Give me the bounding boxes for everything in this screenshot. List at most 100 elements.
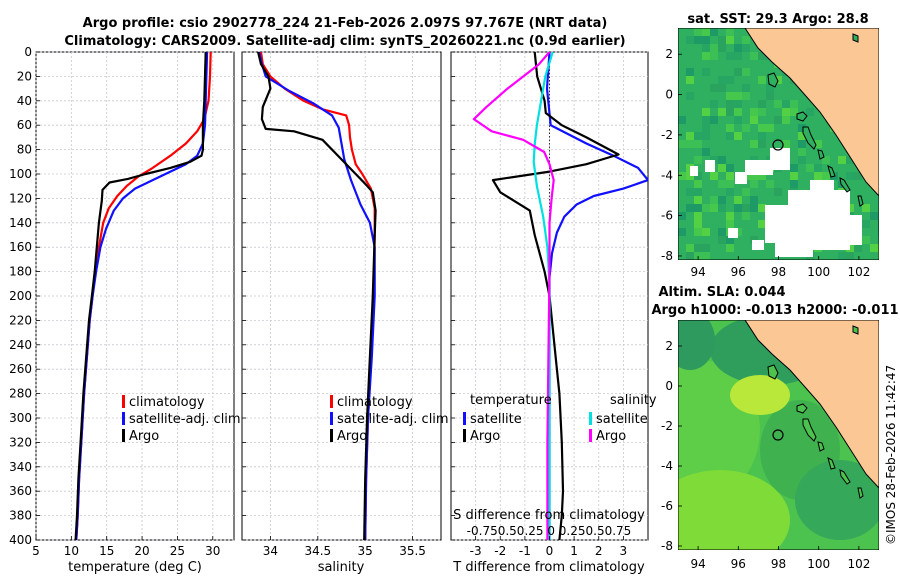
- xtick-label: 10: [64, 544, 79, 558]
- legend-label-sal-satellite: satellite: [596, 412, 648, 427]
- xtick-label: 34: [263, 544, 278, 558]
- ytick-label: 180: [9, 265, 32, 279]
- map-xtick-label: 98: [771, 265, 786, 279]
- figure-title-line2: Climatology: CARS2009. Satellite-adj cli…: [64, 34, 625, 49]
- legend-header-salinity: salinity: [610, 393, 657, 408]
- imos-timestamp: ©IMOS 28-Feb-2026 11:42:47: [884, 365, 898, 545]
- legend-swatch-argo: [122, 429, 125, 442]
- xtick-label: 30: [205, 544, 220, 558]
- series-line-salinity-argo: [472, 52, 555, 540]
- ytick-label: 80: [17, 143, 32, 157]
- legend-header-temperature: temperature: [470, 393, 552, 408]
- figure-title-line1: Argo profile: csio 2902778_224 21-Feb-20…: [83, 16, 608, 31]
- ytick-label: 320: [9, 435, 32, 449]
- legend-label-argo: Argo: [129, 429, 159, 444]
- legend-swatch-satellite: [330, 412, 333, 425]
- xtick-label: 35: [358, 544, 373, 558]
- ytick-label: 280: [9, 387, 32, 401]
- temperature-panel: 0 20 40 60 80 100 120 140 160 180 200 220 240 260 280 3…: [9, 45, 241, 575]
- map-ytick-label: -8: [661, 249, 673, 263]
- legend-label-climatology: climatology: [337, 395, 413, 410]
- ytick-label: 40: [17, 94, 32, 108]
- series-line-temperature-satellite: [545, 52, 648, 540]
- islands: [767, 325, 864, 499]
- map-ytick-label: -2: [661, 128, 673, 142]
- series-line-satellite-adj-clim: [258, 52, 376, 540]
- map-ytick-label: -6: [661, 499, 673, 513]
- legend-label-argo: Argo: [337, 429, 367, 444]
- salinity-legend: climatology satellite-adj. clim Argo: [330, 395, 449, 444]
- xtick-label: 35.5: [399, 544, 426, 558]
- ytick-label: 360: [9, 484, 32, 498]
- land-sumatra: [744, 28, 879, 197]
- series-line-argo: [74, 52, 207, 540]
- sst-map: sat. SST: 29.3 Argo: 28.8: [661, 12, 879, 279]
- legend-swatch-sal-argo: [589, 429, 592, 442]
- sst-map-title: sat. SST: 29.3 Argo: 28.8: [687, 12, 868, 27]
- map-xtick-label: 102: [847, 557, 870, 571]
- ytick-label: 200: [9, 289, 32, 303]
- xtick-label: 15: [99, 544, 114, 558]
- xtick-label: -2: [494, 544, 506, 558]
- ytick-label: 400: [9, 533, 32, 547]
- difference-top-label: S difference from climatology: [453, 508, 645, 523]
- map-ytick-label: 2: [665, 339, 673, 353]
- ytick-label: 140: [9, 216, 32, 230]
- ytick-label: 160: [9, 240, 32, 254]
- map-ytick-label: -4: [661, 168, 673, 182]
- legend-swatch-temp-satellite: [463, 412, 466, 425]
- map-xtick-label: 96: [731, 265, 746, 279]
- sla-map-title: Altim. SLA: 0.044: [659, 285, 786, 300]
- profile-marker: [772, 429, 784, 441]
- map-ytick-label: -8: [661, 539, 673, 553]
- salinity-panel: 34 34.5 35 35.5 salinity climatology satell…: [241, 51, 449, 575]
- land-sumatra: [744, 320, 879, 489]
- ytick-label: 240: [9, 338, 32, 352]
- map-ytick-label: 0: [665, 379, 673, 393]
- legend-label-temp-argo: Argo: [470, 429, 500, 444]
- series-line-temperature-argo: [491, 52, 620, 540]
- xtick-label: 1: [570, 544, 578, 558]
- map-xtick-label: 100: [807, 265, 830, 279]
- temperature-legend: climatology satellite-adj. clim Argo: [122, 395, 241, 444]
- map-xtick-label: 100: [807, 557, 830, 571]
- legend-swatch-climatology: [330, 395, 333, 408]
- sla-map: Altim. SLA: 0.044 Argo h1000: -0.013 h20…: [651, 285, 898, 571]
- xtick-label: 5: [32, 544, 40, 558]
- ytick-label: 100: [9, 167, 32, 181]
- ytick-label: 300: [9, 411, 32, 425]
- legend-swatch-temp-argo: [463, 429, 466, 442]
- temperature-xlabel: temperature (deg C): [68, 560, 202, 575]
- profile-marker: [772, 139, 784, 151]
- map-ytick-label: 2: [665, 47, 673, 61]
- xtick-label: 25: [170, 544, 185, 558]
- series-line-argo: [257, 52, 377, 540]
- ytick-label: 260: [9, 362, 32, 376]
- difference-panel: -3 -2 -1 0 1 2 3 T difference from climatology…: [450, 51, 657, 575]
- ytick-label: 220: [9, 313, 32, 327]
- xtick-label: -3: [470, 544, 482, 558]
- xtick-label: 0: [546, 544, 554, 558]
- difference-xlabel: T difference from climatology: [452, 560, 645, 575]
- map-ytick-label: -4: [661, 459, 673, 473]
- xtick-label: 20: [134, 544, 149, 558]
- ytick-label: 120: [9, 191, 32, 205]
- map-xtick-label: 98: [771, 557, 786, 571]
- legend-label-temp-satellite: satellite: [470, 412, 522, 427]
- map-ytick-label: -6: [661, 209, 673, 223]
- legend-label-satellite: satellite-adj. clim: [129, 412, 241, 427]
- islands: [767, 33, 864, 207]
- ytick-label: 20: [17, 69, 32, 83]
- legend-label-climatology: climatology: [129, 395, 205, 410]
- legend-swatch-climatology: [122, 395, 125, 408]
- legend-swatch-satellite: [122, 412, 125, 425]
- xtick-label: 2: [595, 544, 603, 558]
- map-xtick-label: 94: [690, 557, 705, 571]
- series-line-salinity-satellite: [532, 52, 554, 540]
- ytick-label: 60: [17, 118, 32, 132]
- sla-map-subtitle: Argo h1000: -0.013 h2000: -0.011: [651, 303, 898, 318]
- salinity-diff-ticks: -0.750.50.25 0 0.250.50.75: [467, 524, 632, 538]
- legend-label-sal-argo: Argo: [596, 429, 626, 444]
- map-ytick-label: -2: [661, 419, 673, 433]
